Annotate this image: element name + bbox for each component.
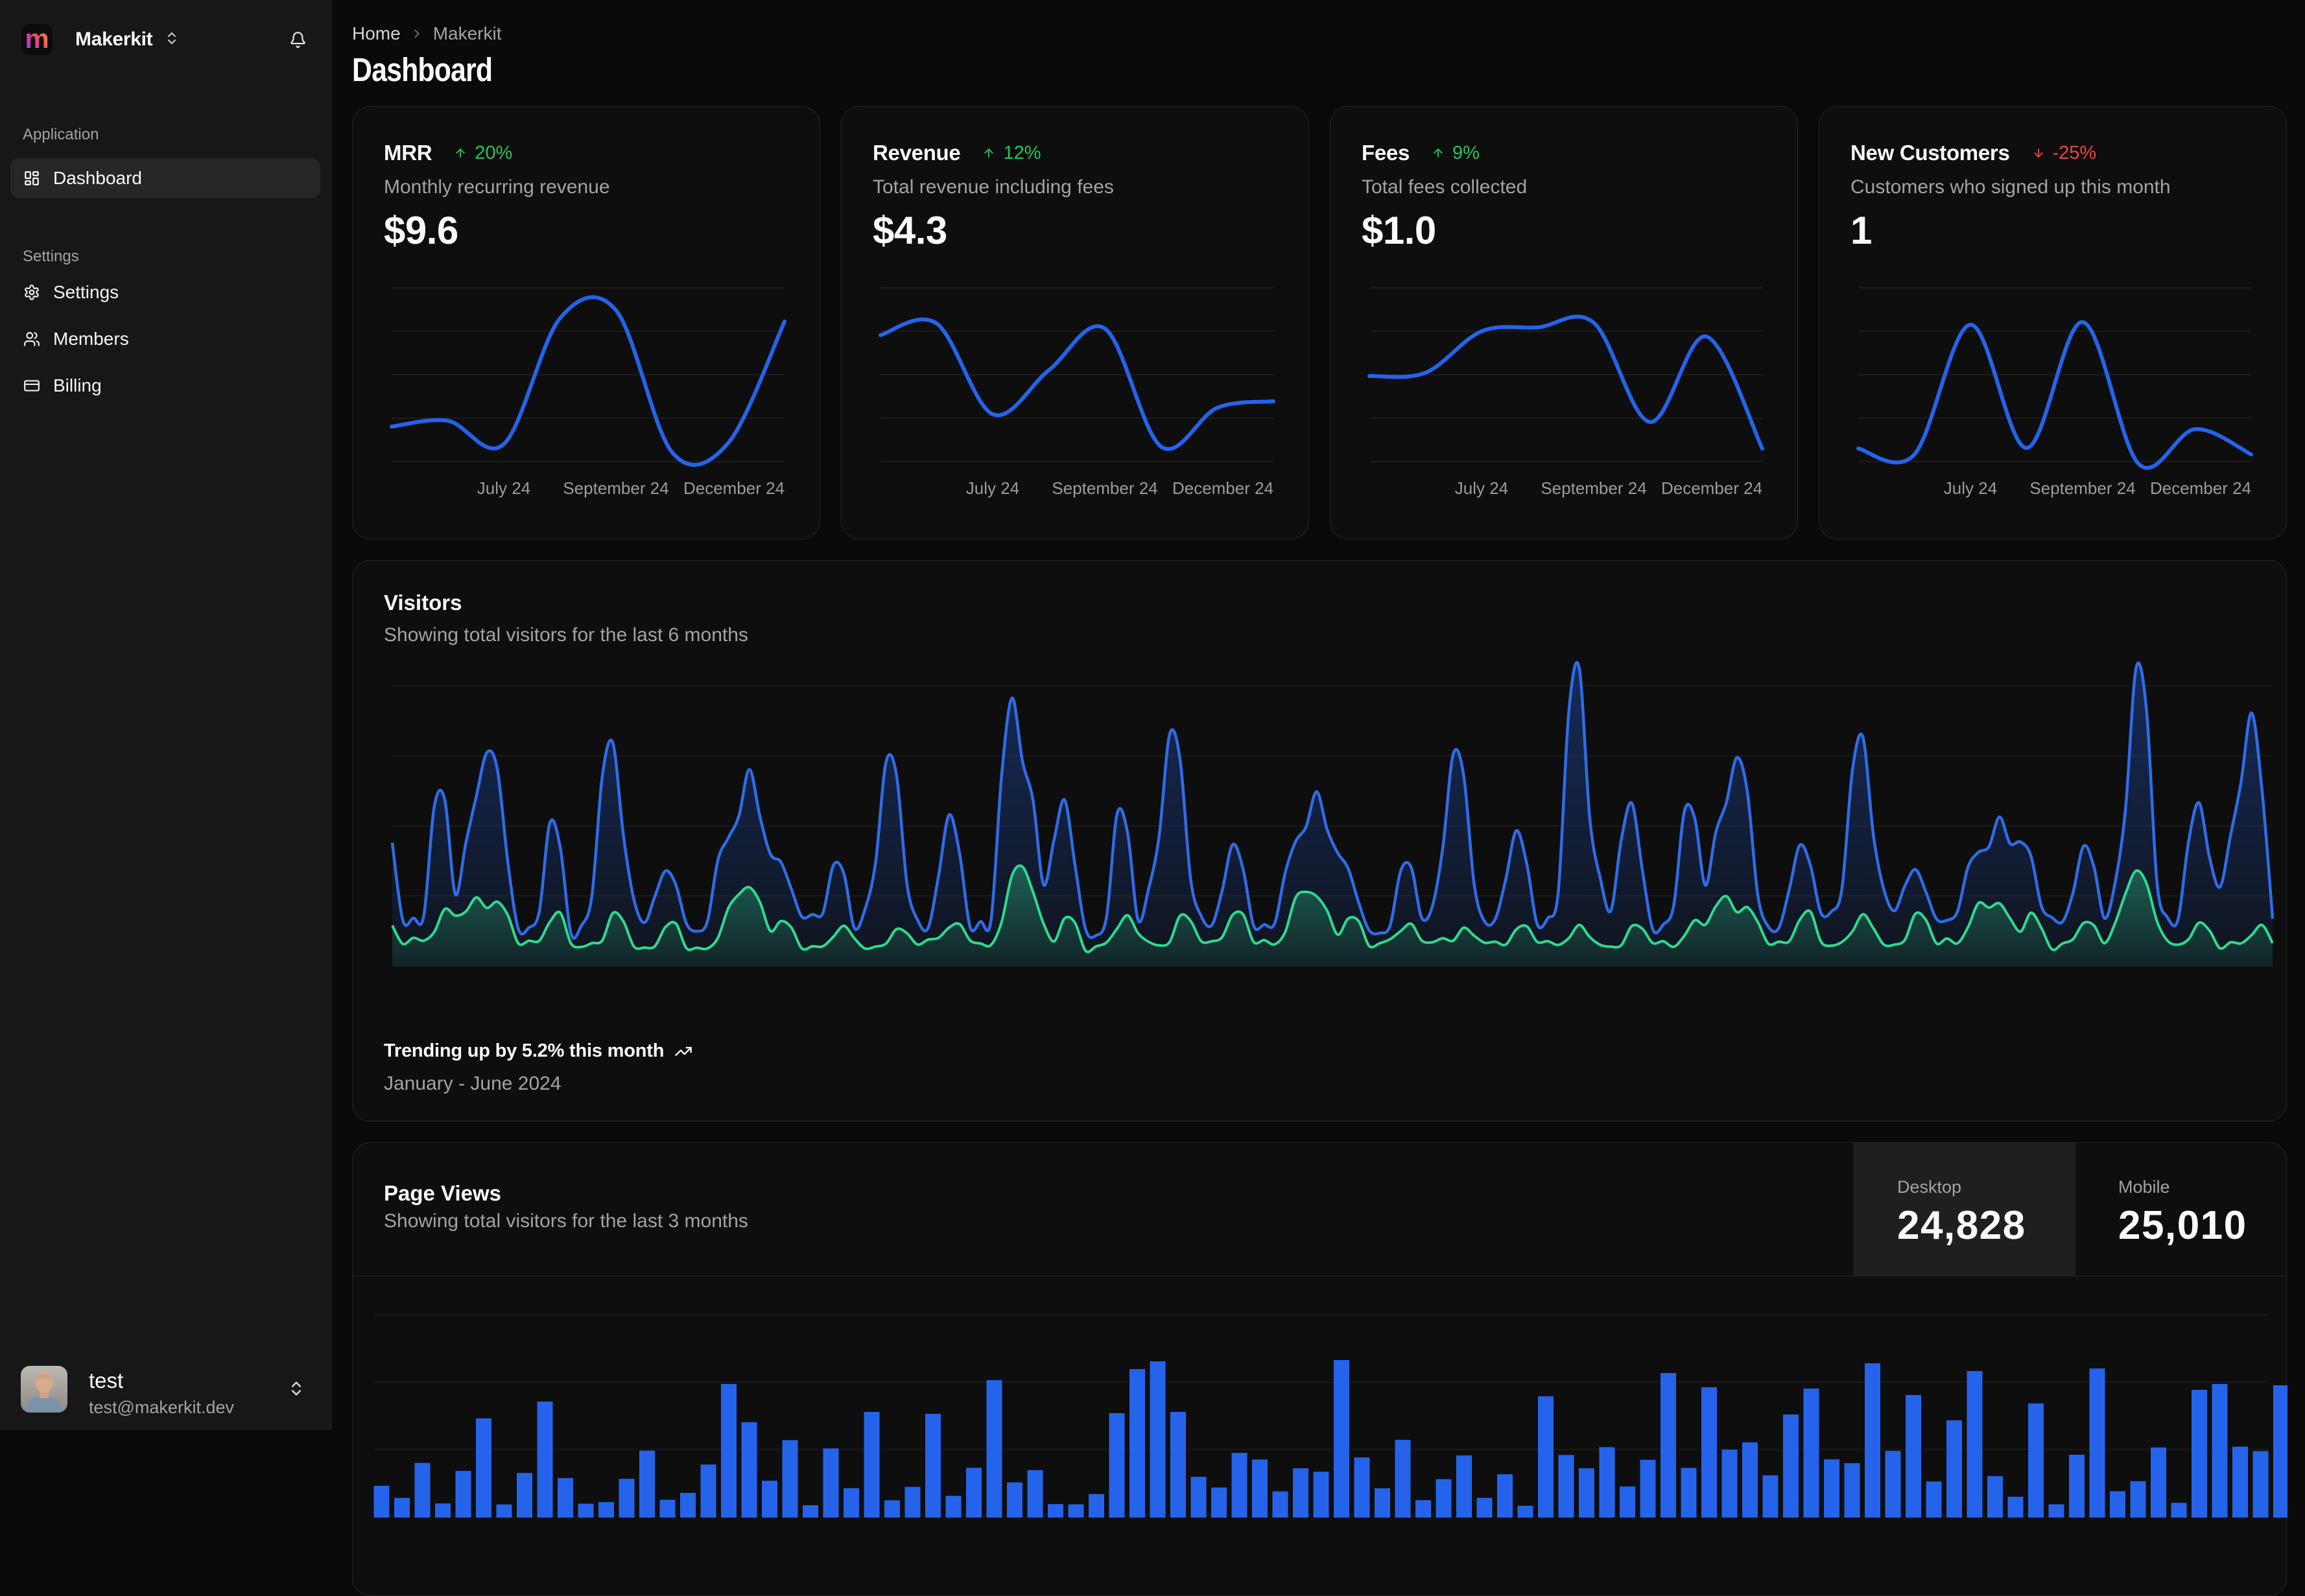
svg-text:July 24: July 24: [1455, 478, 1508, 498]
svg-text:September 24: September 24: [1052, 478, 1157, 498]
svg-text:December 24: December 24: [1172, 478, 1273, 498]
svg-text:December 24: December 24: [1661, 478, 1762, 498]
svg-text:September 24: September 24: [1541, 478, 1646, 498]
svg-text:December 24: December 24: [2150, 478, 2251, 498]
svg-text:September 24: September 24: [563, 478, 668, 498]
svg-text:July 24: July 24: [477, 478, 530, 498]
svg-text:September 24: September 24: [2029, 478, 2135, 498]
svg-text:July 24: July 24: [966, 478, 1019, 498]
svg-text:m: m: [25, 24, 49, 54]
svg-text:July 24: July 24: [1944, 478, 1997, 498]
svg-text:December 24: December 24: [683, 478, 785, 498]
